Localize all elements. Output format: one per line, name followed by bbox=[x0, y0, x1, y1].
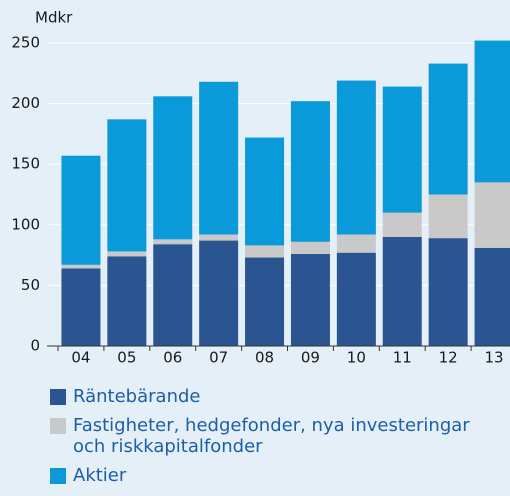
y-tick-label: 200 bbox=[11, 94, 40, 112]
legend-item: Aktier bbox=[50, 465, 500, 486]
legend-label: Fastigheter, hedgefonder, nya investerin… bbox=[73, 415, 470, 457]
legend-item: Räntebärande bbox=[50, 386, 500, 407]
x-tick-label: 10 bbox=[347, 349, 366, 367]
bar-segment bbox=[382, 86, 422, 213]
bar-segment bbox=[290, 101, 330, 242]
x-tick-label: 13 bbox=[485, 349, 504, 367]
x-tick-label: 12 bbox=[439, 349, 458, 367]
legend-swatch bbox=[50, 418, 66, 434]
bar-segment bbox=[382, 212, 422, 237]
legend: Räntebärande Fastigheter, hedgefonder, ny… bbox=[50, 386, 500, 494]
bar-segment bbox=[153, 244, 193, 346]
bar-segment bbox=[336, 252, 376, 346]
y-tick-label: 250 bbox=[11, 34, 40, 52]
bar-segment bbox=[153, 96, 193, 240]
bar-segment bbox=[61, 155, 101, 265]
bar-segment bbox=[428, 194, 468, 239]
bar-segment bbox=[199, 234, 239, 241]
y-tick-label: 0 bbox=[30, 337, 40, 355]
bar-segment bbox=[382, 236, 422, 346]
y-tick-label: 50 bbox=[21, 276, 40, 294]
y-axis-label: Mdkr bbox=[35, 9, 73, 27]
bar-segment bbox=[245, 257, 285, 346]
x-tick-label: 04 bbox=[71, 349, 90, 367]
bar-segment bbox=[428, 63, 468, 195]
bar-segment bbox=[245, 245, 285, 258]
x-tick-label: 08 bbox=[255, 349, 274, 367]
x-tick-label: 06 bbox=[163, 349, 182, 367]
bar-segment bbox=[474, 40, 510, 183]
y-tick-label: 150 bbox=[11, 155, 40, 173]
x-tick-label: 05 bbox=[117, 349, 136, 367]
bar-segment bbox=[153, 239, 193, 245]
bar-segment bbox=[474, 247, 510, 346]
bar-segment bbox=[290, 253, 330, 346]
legend-label: Räntebärande bbox=[73, 386, 201, 407]
bar-segment bbox=[107, 251, 147, 257]
bar-segment bbox=[428, 238, 468, 346]
bar-segment bbox=[336, 80, 376, 235]
bar-segment bbox=[290, 241, 330, 254]
bar-segment bbox=[61, 268, 101, 346]
x-tick-label: 07 bbox=[209, 349, 228, 367]
y-tick-label: 100 bbox=[11, 215, 40, 233]
legend-swatch bbox=[50, 389, 66, 405]
bar-segment bbox=[107, 256, 147, 346]
legend-item: Fastigheter, hedgefonder, nya investerin… bbox=[50, 415, 500, 457]
bar-segment bbox=[61, 264, 101, 269]
bar-segment bbox=[199, 81, 239, 235]
bar-segment bbox=[199, 240, 239, 346]
x-tick-label: 09 bbox=[301, 349, 320, 367]
x-tick-label: 11 bbox=[393, 349, 412, 367]
bar-segment bbox=[107, 119, 147, 252]
bar-segment bbox=[336, 234, 376, 253]
bar-segment bbox=[245, 137, 285, 246]
legend-label: Aktier bbox=[73, 465, 127, 486]
chart: Mdkr 0 50 100 150 200 250 04 05 06 07 08 09 10 11 12 13 bbox=[11, 9, 510, 367]
legend-swatch bbox=[50, 468, 66, 484]
bar-segment bbox=[474, 182, 510, 248]
